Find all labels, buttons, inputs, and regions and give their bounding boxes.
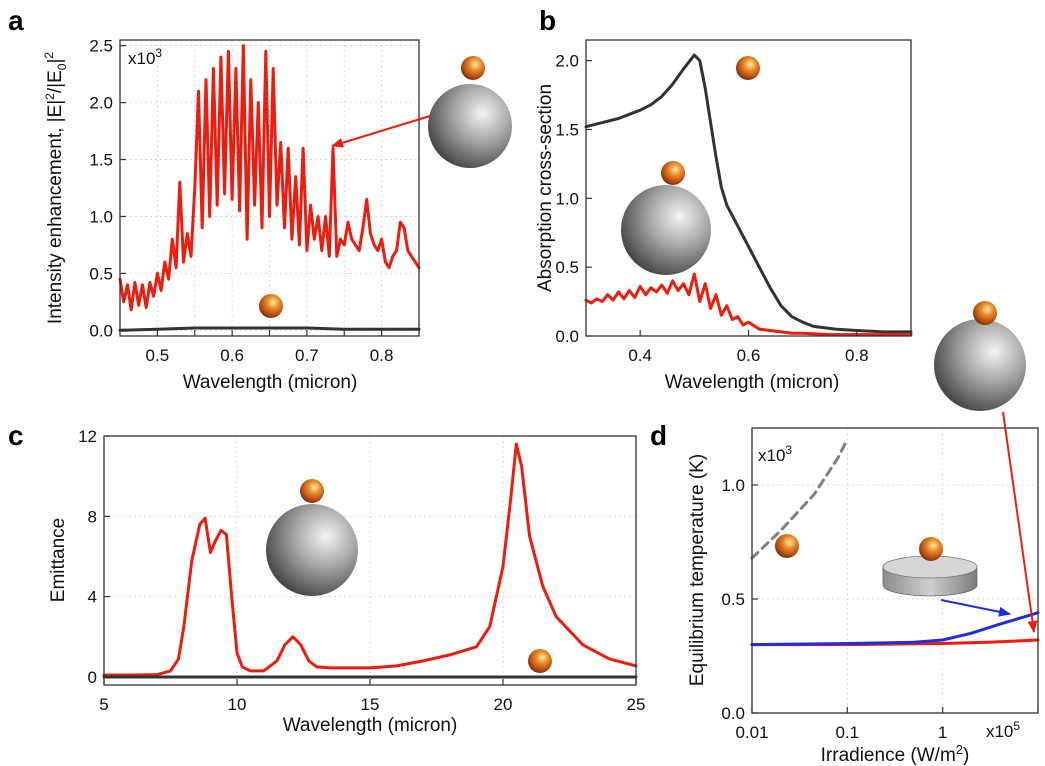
panel-d-xscale-label: x105 <box>986 719 1020 741</box>
small-nanoparticle-icon <box>259 294 283 318</box>
y-tick-label: 8 <box>88 507 97 526</box>
series-line-red <box>584 272 913 337</box>
panel-d: d 0.01 0.1 1 0.0 0.5 1.0 x103 x105 Irradienc… <box>650 301 1040 766</box>
panel-d-frame <box>751 427 1039 714</box>
panel-b-series <box>584 53 913 337</box>
panel-c-series <box>102 436 638 685</box>
panel-a-arrow <box>331 115 431 148</box>
series-line-blue <box>750 611 1040 647</box>
y-tick-label: 1.5 <box>89 151 113 170</box>
panel-label-b: b <box>539 5 556 36</box>
sphere-dimer-icon <box>428 56 512 168</box>
x-tick-label: 0.01 <box>735 723 768 742</box>
large-sphere-icon <box>934 319 1026 411</box>
panel-a-scale-label: x103 <box>128 46 162 68</box>
large-sphere-icon <box>266 504 358 596</box>
panel-b: b 0.4 0.6 0.8 0.0 0.5 1.0 1.5 2.0 Wavelength (… <box>535 5 913 393</box>
y-tick-label: 0 <box>88 668 97 687</box>
panel-a: a 0.5 0.6 0.7 0.8 0.0 0.5 1.0 1.5 2.0 2.5 x103 W… <box>8 5 512 393</box>
small-nanoparticle-icon <box>461 56 485 80</box>
panel-d-ylabel: Equilibrium temperature (K) <box>687 454 708 686</box>
small-nanoparticle-icon <box>973 301 997 325</box>
panel-c-xlabel: Wavelength (micron) <box>283 715 458 736</box>
panel-c-grid <box>104 436 636 685</box>
y-tick-label: 1.0 <box>721 476 745 495</box>
panel-b-xlabel: Wavelength (micron) <box>665 372 840 393</box>
y-tick-label: 12 <box>78 427 97 446</box>
series-line-dark <box>118 326 421 332</box>
panel-d-red-arrow <box>1002 411 1038 633</box>
x-tick-label: 0.8 <box>845 346 869 365</box>
y-tick-label: 0.0 <box>721 704 745 723</box>
sphere-dimer-icon <box>934 301 1026 411</box>
panel-a-ylabel: Intensity enhancement, |E|2/|E0|2 <box>42 52 69 324</box>
y-tick-label: 0.0 <box>89 321 113 340</box>
small-nanoparticle-icon <box>736 56 760 80</box>
x-tick-label: 25 <box>627 695 646 714</box>
sphere-dimer-icon <box>266 479 358 596</box>
large-sphere-icon <box>621 185 711 275</box>
panel-c-ylabel: Emittance <box>48 518 69 602</box>
y-tick-label: 1.0 <box>89 207 113 226</box>
y-tick-label: 0.5 <box>555 258 579 277</box>
panel-label-c: c <box>8 420 24 451</box>
panel-label-d: d <box>650 420 667 451</box>
x-tick-label: 1 <box>938 723 947 742</box>
x-tick-label: 10 <box>228 695 247 714</box>
panel-d-series <box>750 428 1040 713</box>
y-tick-label: 0.5 <box>89 264 113 283</box>
series-line-red <box>102 442 638 677</box>
x-tick-label: 0.6 <box>737 346 761 365</box>
x-tick-label: 0.5 <box>146 346 170 365</box>
y-tick-label: 4 <box>88 588 97 607</box>
panel-d-xlabel: Irradience (W/m2) <box>821 742 970 766</box>
series-line-red <box>118 44 421 312</box>
panel-a-series <box>118 40 421 336</box>
series-line-dark <box>584 53 913 334</box>
panel-b-ylabel: Absorption cross-section <box>535 84 556 292</box>
small-nanoparticle-icon <box>528 649 552 673</box>
y-tick-label: 1.0 <box>555 189 579 208</box>
series-line-dashed <box>750 437 849 560</box>
x-tick-label: 0.4 <box>628 346 652 365</box>
panel-b-frame <box>585 39 912 337</box>
y-tick-label: 0.5 <box>721 590 745 609</box>
panel-a-grid <box>120 40 419 336</box>
y-tick-label: 2.0 <box>555 52 579 71</box>
panel-d-scale-label: x103 <box>758 443 792 465</box>
small-nanoparticle-icon <box>300 479 324 503</box>
large-sphere-icon <box>428 84 512 168</box>
small-nanoparticle-icon <box>919 537 943 561</box>
panel-label-a: a <box>8 5 24 36</box>
y-tick-label: 0.0 <box>555 327 579 346</box>
x-tick-label: 0.1 <box>836 723 860 742</box>
small-nanoparticle-icon <box>775 534 799 558</box>
sphere-dimer-icon <box>621 161 711 275</box>
y-tick-label: 2.5 <box>89 37 113 56</box>
x-tick-label: 0.7 <box>295 346 319 365</box>
y-tick-label: 1.5 <box>555 120 579 139</box>
panel-a-xlabel: Wavelength (micron) <box>183 372 358 393</box>
panel-d-blue-arrow <box>940 599 1011 617</box>
panel-c: c 5 10 15 20 25 0 4 8 12 Wavelength (micron) Em… <box>8 420 645 736</box>
x-tick-label: 0.8 <box>370 346 394 365</box>
x-tick-label: 15 <box>361 695 380 714</box>
x-tick-label: 20 <box>494 695 513 714</box>
y-tick-label: 2.0 <box>89 94 113 113</box>
disk-icon <box>882 537 978 597</box>
x-tick-label: 5 <box>99 695 108 714</box>
small-nanoparticle-icon <box>661 161 685 185</box>
x-tick-label: 0.6 <box>220 346 244 365</box>
